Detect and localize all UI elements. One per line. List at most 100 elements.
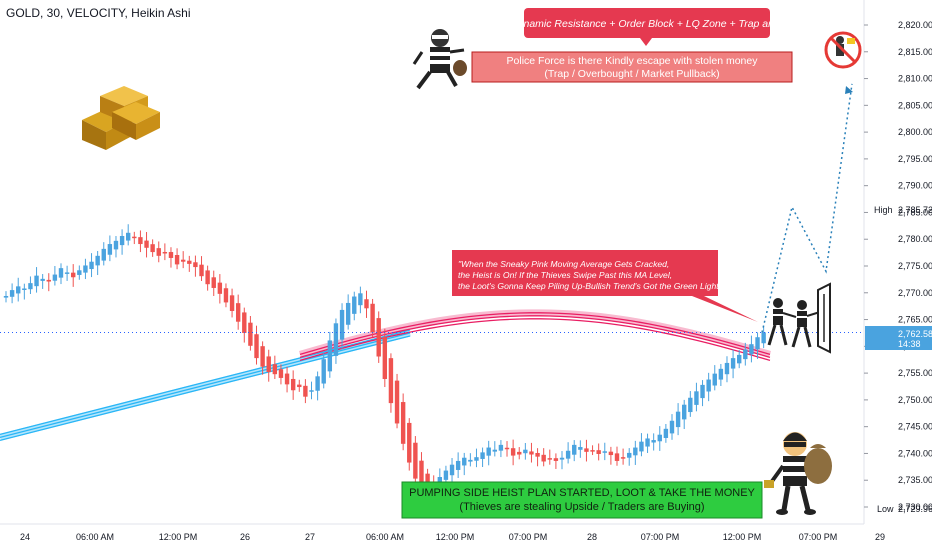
candle-body <box>517 451 522 455</box>
candle-body <box>584 448 589 452</box>
price-tick-label: 2,745.00 <box>898 422 932 432</box>
time-tick-label: 12:00 PM <box>159 532 198 542</box>
candle-body <box>743 349 748 360</box>
candle-body <box>64 272 70 274</box>
candle-body <box>223 288 229 303</box>
candle-body <box>468 459 473 462</box>
time-tick-label: 26 <box>240 532 250 542</box>
time-tick-label: 12:00 PM <box>723 532 762 542</box>
candle-body <box>199 264 204 277</box>
candle-body <box>34 275 39 287</box>
price-tick-label: 2,735.00 <box>898 475 932 485</box>
candle-body <box>40 278 45 281</box>
candle-body <box>712 373 717 386</box>
candle-body <box>138 237 143 245</box>
price-tick-label: 2,730.00 <box>898 502 932 512</box>
candle-body <box>614 453 620 461</box>
candle-body <box>217 282 223 294</box>
candle-body <box>724 362 730 375</box>
low-label: Low 2,729.96 <box>877 504 932 514</box>
candle-body <box>107 244 113 255</box>
svg-text:(Trap / Overbought / Market Pu: (Trap / Overbought / Market Pullback) <box>544 68 719 80</box>
candle-body <box>669 420 675 434</box>
candle-body <box>578 447 583 450</box>
svg-text:(Thieves are stealing Upside /: (Thieves are stealing Upside / Traders a… <box>459 501 704 513</box>
svg-text:2,729.96: 2,729.96 <box>898 504 932 514</box>
candle-body <box>370 303 375 333</box>
candle-body <box>394 380 400 424</box>
candle-body <box>529 451 534 455</box>
candle-body <box>706 379 711 392</box>
candle-body <box>303 385 308 397</box>
candle-body <box>211 277 216 288</box>
candle-body <box>205 270 210 285</box>
candle-body <box>260 346 265 367</box>
svg-text:Dynamic Resistance + Order Blo: Dynamic Resistance + Order Block + LQ Zo… <box>511 18 784 30</box>
candle-body <box>675 411 681 428</box>
time-tick-label: 27 <box>305 532 315 542</box>
time-tick-label: 07:00 PM <box>799 532 838 542</box>
candle-body <box>144 240 149 248</box>
candle-body <box>58 268 64 278</box>
candle-body <box>596 450 601 454</box>
candle-body <box>700 384 705 399</box>
price-tick-label: 2,785.00 <box>898 207 932 217</box>
candle-body <box>382 337 388 380</box>
time-tick-label: 06:00 AM <box>76 532 114 542</box>
candle-body <box>321 359 326 384</box>
candle-body <box>492 449 497 452</box>
candle-body <box>235 303 241 322</box>
time-tick-label: 24 <box>20 532 30 542</box>
time-tick-label: 28 <box>587 532 597 542</box>
price-tick-label: 2,790.00 <box>898 181 932 191</box>
candle-body <box>266 356 271 373</box>
candle-body <box>327 340 333 372</box>
svg-text:2,785.72: 2,785.72 <box>898 205 932 215</box>
svg-text:2,762.58: 2,762.58 <box>898 329 932 339</box>
candle-body <box>187 260 192 264</box>
candle-body <box>89 261 94 270</box>
candle-body <box>3 295 9 298</box>
candle-body <box>333 323 339 356</box>
police-banner: Police Force is there Kindly escape with… <box>471 51 793 83</box>
price-tick-label: 2,775.00 <box>898 261 932 271</box>
green-heist-banner: PUMPING SIDE HEIST PLAN STARTED, LOOT & … <box>401 481 763 519</box>
candle-body <box>162 251 168 254</box>
candle-body <box>737 354 742 364</box>
candle-body <box>608 451 614 456</box>
candle-body <box>541 454 546 462</box>
candle-body <box>523 449 528 454</box>
candle-body <box>180 259 186 262</box>
candle-body <box>248 322 253 346</box>
price-tick-label: 2,780.00 <box>898 234 932 244</box>
thief-with-money-bag-icon <box>764 432 832 515</box>
svg-text:PUMPING SIDE HEIST PLAN STARTE: PUMPING SIDE HEIST PLAN STARTED, LOOT & … <box>409 487 755 499</box>
candle-body <box>156 248 161 256</box>
candle-body <box>364 299 369 309</box>
price-tick-label: 2,755.00 <box>898 368 932 378</box>
candle-body <box>290 378 296 391</box>
candle-body <box>486 447 491 456</box>
projection-path <box>761 83 853 333</box>
candle-body <box>272 364 278 375</box>
time-tick-label: 29 <box>875 532 885 542</box>
candle-body <box>352 296 357 314</box>
candle-body <box>284 373 290 385</box>
price-tick-label: 2,820.00 <box>898 20 932 30</box>
candle-body <box>602 451 607 453</box>
candle-body <box>455 460 461 470</box>
svg-text:"When the Sneaky Pink Moving A: "When the Sneaky Pink Moving Average Get… <box>458 259 669 269</box>
candle-body <box>119 236 125 246</box>
candle-body <box>620 457 626 459</box>
top-banner-callout: Dynamic Resistance + Order Block + LQ Zo… <box>511 8 784 46</box>
projection-arrowhead <box>845 86 853 94</box>
svg-text:the Heist is On! If the Thieve: the Heist is On! If the Thieves Swipe Pa… <box>458 270 672 280</box>
candle-body <box>345 302 351 325</box>
candle-body <box>510 448 516 456</box>
candle-body <box>419 460 424 487</box>
candle-body <box>71 272 76 278</box>
candle-body <box>761 332 766 344</box>
time-tick-label: 07:00 PM <box>641 532 680 542</box>
candle-body <box>590 450 595 452</box>
candle-body <box>132 236 137 239</box>
